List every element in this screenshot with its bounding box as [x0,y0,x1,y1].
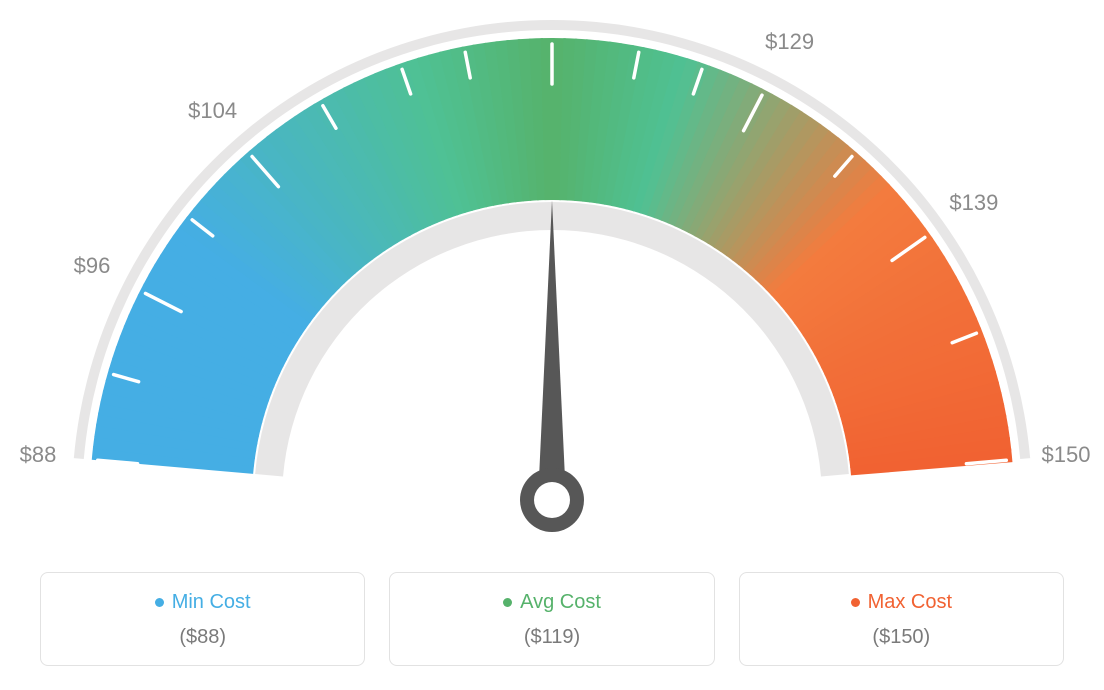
gauge-chart-container: $88$96$104$119$129$139$150 Min Cost ($88… [0,0,1104,690]
legend-title-max: Max Cost [851,591,952,614]
legend-dot-min [155,598,164,607]
legend-label-max: Max Cost [868,591,952,614]
legend-value-avg: ($119) [400,626,703,649]
legend-label-avg: Avg Cost [520,591,601,614]
gauge-tick-label: $129 [765,29,814,55]
legend-title-min: Min Cost [155,591,251,614]
legend-card-avg: Avg Cost ($119) [389,572,714,666]
gauge-tick-label: $96 [74,253,111,279]
legend-dot-avg [503,598,512,607]
legend-label-min: Min Cost [172,591,251,614]
gauge-tick-label: $150 [1042,442,1091,468]
legend-title-avg: Avg Cost [503,591,601,614]
legend-dot-max [851,598,860,607]
gauge-area: $88$96$104$119$129$139$150 [0,10,1104,570]
gauge-tick-label: $88 [20,442,57,468]
legend-value-max: ($150) [750,626,1053,649]
gauge-tick-label: $139 [949,190,998,216]
legend-row: Min Cost ($88) Avg Cost ($119) Max Cost … [40,572,1064,666]
legend-card-max: Max Cost ($150) [739,572,1064,666]
legend-value-min: ($88) [51,626,354,649]
legend-card-min: Min Cost ($88) [40,572,365,666]
gauge-svg [0,10,1104,570]
gauge-tick-label: $104 [188,98,237,124]
